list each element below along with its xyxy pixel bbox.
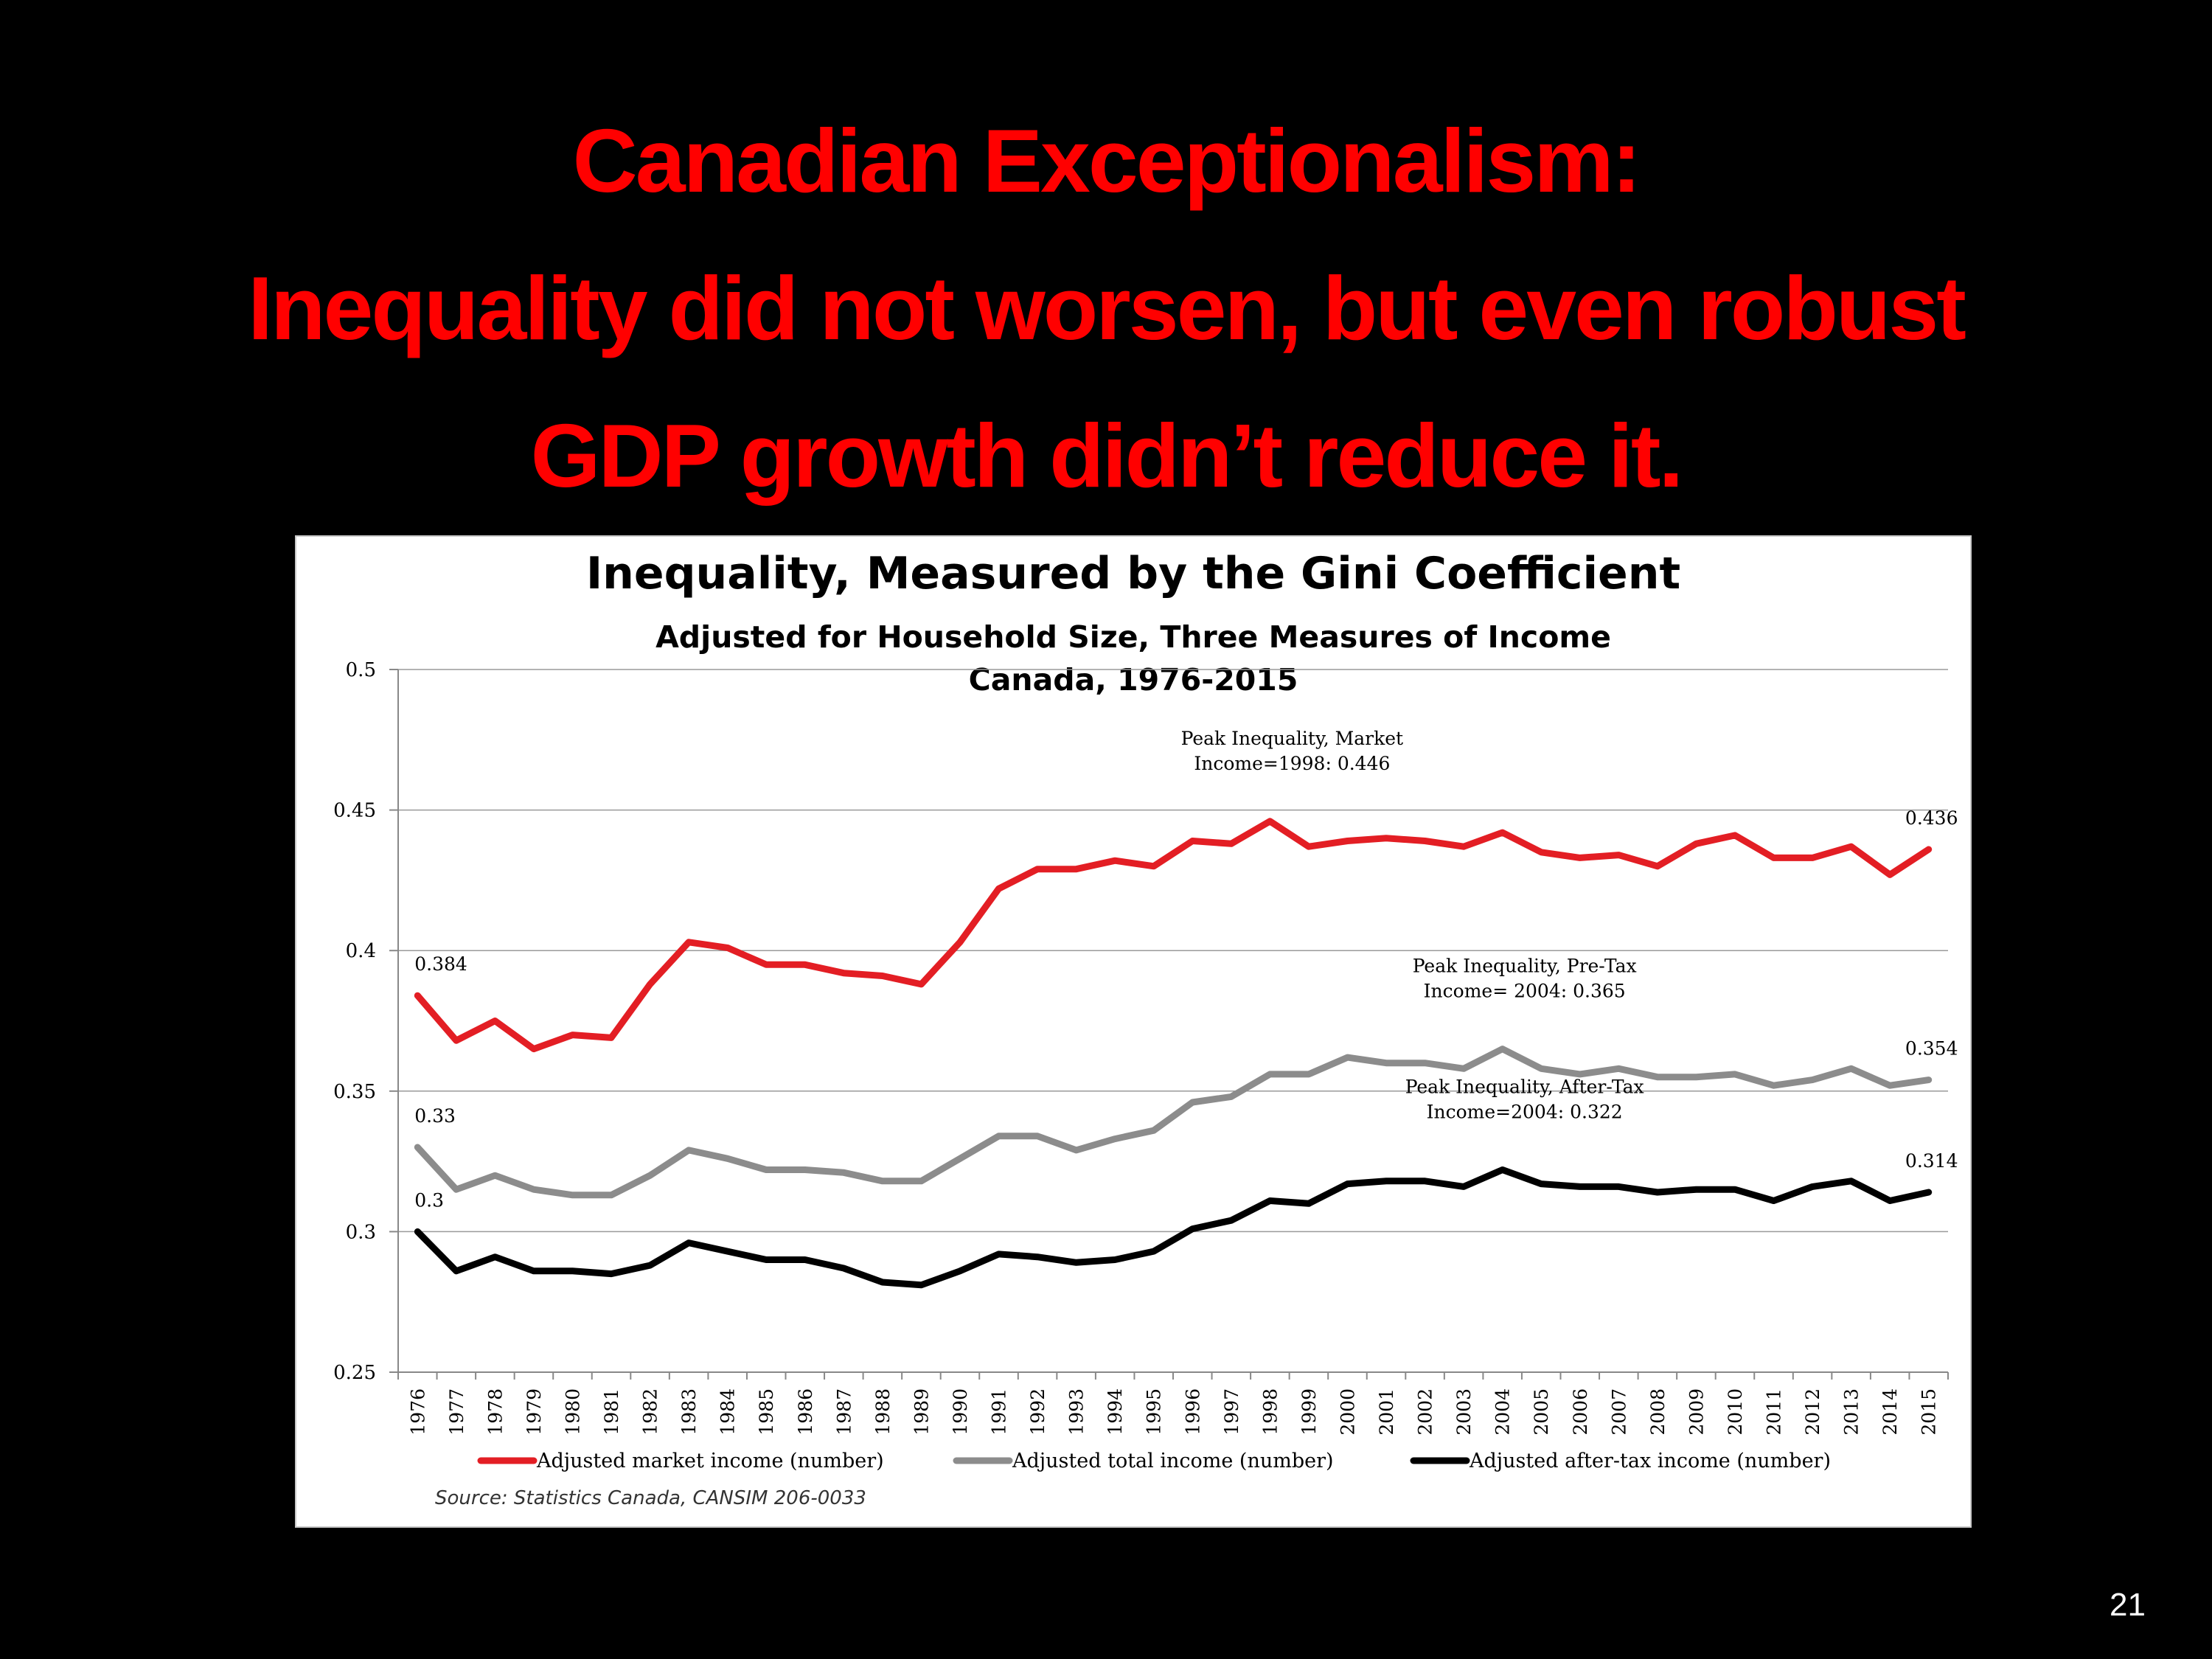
x-tick-label: 1999: [1298, 1388, 1320, 1436]
y-tick-label: 0.3: [346, 1221, 376, 1243]
x-tick-label: 1987: [833, 1388, 855, 1436]
slide-title-line: GDP growth didn’t reduce it.: [530, 406, 1684, 506]
legend-label: Adjusted after-tax income (number): [1469, 1450, 1831, 1472]
x-tick-label: 1983: [678, 1388, 700, 1436]
x-tick-label: 1980: [562, 1388, 583, 1436]
x-tick-label: 1998: [1259, 1388, 1281, 1436]
x-tick-label: 2010: [1725, 1388, 1746, 1436]
series-line: [414, 818, 1933, 1053]
x-tick-label: 2001: [1376, 1388, 1397, 1436]
x-tick-label: 2012: [1802, 1388, 1823, 1436]
x-tick-label: 1977: [446, 1388, 467, 1436]
x-tick-label: 1990: [950, 1388, 971, 1436]
chart-subtitle-line: Adjusted for Household Size, Three Measu…: [655, 619, 1611, 655]
peak-annotation: Peak Inequality, Pre-Tax: [1413, 956, 1637, 977]
x-tick-label: 1981: [601, 1388, 622, 1436]
x-tick-label: 1984: [717, 1388, 739, 1436]
chart-title: Inequality, Measured by the Gini Coeffic…: [586, 548, 1680, 599]
y-tick-label: 0.5: [346, 659, 376, 681]
x-tick-label: 2004: [1492, 1388, 1514, 1436]
x-tick-label: 2015: [1919, 1388, 1940, 1436]
data-label: 0.436: [1905, 807, 1958, 829]
slide-title-line: Inequality did not worsen, but even robu…: [248, 258, 1966, 358]
x-tick-label: 2002: [1415, 1388, 1436, 1436]
y-tick-label: 0.45: [333, 800, 376, 822]
x-tick-label: 2011: [1764, 1388, 1785, 1436]
x-tick-label: 2003: [1453, 1388, 1475, 1436]
chart-source: Source: Statistics Canada, CANSIM 206-00…: [435, 1487, 866, 1509]
data-label: 0.314: [1905, 1150, 1958, 1172]
x-tick-label: 2014: [1879, 1388, 1901, 1436]
x-tick-label: 2009: [1686, 1388, 1707, 1436]
x-tick-label: 1995: [1144, 1388, 1165, 1436]
data-label: 0.384: [414, 953, 467, 975]
y-tick-label: 0.4: [346, 940, 376, 962]
x-tick-label: 1979: [524, 1388, 545, 1436]
slide-title-line: Canadian Exceptionalism:: [572, 111, 1642, 211]
gini-chart: Inequality, Measured by the Gini Coeffic…: [295, 535, 1972, 1528]
x-tick-label: 2013: [1841, 1388, 1863, 1436]
x-tick-label: 1978: [484, 1388, 506, 1436]
slide-title: Canadian Exceptionalism: Inequality did …: [44, 87, 2168, 529]
peak-annotation: Peak Inequality, Market: [1181, 728, 1403, 749]
x-tick-label: 1985: [756, 1388, 777, 1436]
x-tick-label: 1989: [911, 1388, 932, 1436]
slide-number: 21: [2110, 1587, 2146, 1623]
x-tick-label: 1988: [872, 1388, 894, 1436]
peak-annotation: Income= 2004: 0.365: [1424, 981, 1626, 1002]
x-tick-label: 1996: [1182, 1388, 1203, 1436]
peak-annotation: Peak Inequality, After-Tax: [1405, 1077, 1644, 1098]
y-tick-label: 0.25: [333, 1362, 376, 1384]
x-tick-label: 2005: [1531, 1388, 1552, 1436]
x-tick-label: 1991: [989, 1388, 1010, 1436]
x-tick-label: 2000: [1337, 1388, 1358, 1436]
chart-svg: Inequality, Measured by the Gini Coeffic…: [333, 548, 1958, 1509]
peak-annotation: Income=2004: 0.322: [1427, 1102, 1623, 1123]
x-tick-label: 1994: [1105, 1388, 1126, 1436]
x-tick-label: 1993: [1066, 1388, 1088, 1436]
legend-label: Adjusted market income (number): [536, 1450, 884, 1472]
data-label: 0.354: [1905, 1038, 1958, 1060]
x-tick-label: 1992: [1027, 1388, 1048, 1436]
x-tick-label: 2008: [1647, 1388, 1669, 1436]
y-tick-label: 0.35: [333, 1081, 376, 1103]
data-label: 0.3: [414, 1189, 444, 1211]
series-line: [414, 1166, 1933, 1289]
legend-label: Adjusted total income (number): [1012, 1450, 1334, 1472]
chart-subtitle-line: Canada, 1976-2015: [969, 662, 1298, 698]
x-tick-label: 2007: [1608, 1388, 1630, 1436]
x-tick-label: 1997: [1221, 1388, 1242, 1436]
x-tick-label: 1986: [795, 1388, 816, 1436]
x-tick-label: 1976: [407, 1388, 428, 1436]
data-label: 0.33: [414, 1105, 456, 1127]
series-line: [414, 1046, 1933, 1199]
peak-annotation: Income=1998: 0.446: [1194, 753, 1390, 774]
x-tick-label: 1982: [640, 1388, 661, 1436]
x-tick-label: 2006: [1570, 1388, 1591, 1436]
